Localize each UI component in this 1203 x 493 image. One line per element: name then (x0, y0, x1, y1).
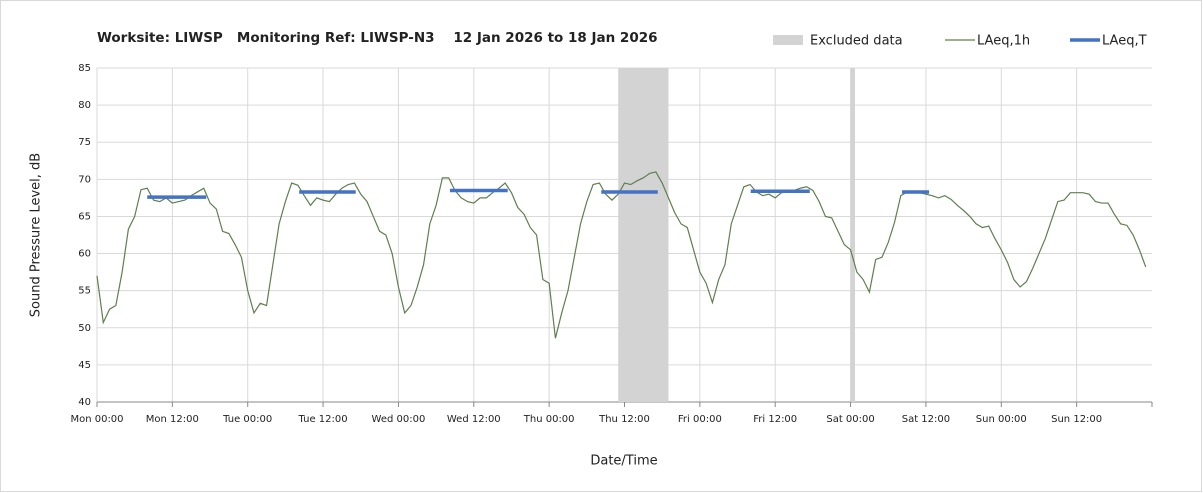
legend-swatch (773, 35, 803, 45)
legend-label: Excluded data (810, 34, 903, 49)
legend-label: LAeq,T (1102, 34, 1147, 49)
x-tick-label: Sun 12:00 (1051, 414, 1102, 425)
x-tick-label: Mon 12:00 (146, 414, 199, 425)
line-series (96, 171, 1147, 339)
y-tick-label: 55 (78, 286, 91, 297)
x-axis-label: Date/Time (590, 454, 657, 469)
y-tick-label: 60 (78, 249, 91, 260)
x-tick-label: Tue 00:00 (222, 414, 272, 425)
chart-title: Worksite: LIWSP Monitoring Ref: LIWSP-N3… (97, 30, 658, 46)
y-axis-label: Sound Pressure Level, dB (29, 153, 44, 317)
y-tick-label: 50 (78, 323, 91, 334)
x-tick-label: Sat 12:00 (902, 414, 950, 425)
y-tick-label: 75 (78, 137, 91, 148)
x-tick-label: Thu 00:00 (523, 414, 575, 425)
x-tick-label: Mon 00:00 (70, 414, 123, 425)
x-tick-label: Sun 00:00 (976, 414, 1027, 425)
x-tick-label: Fri 00:00 (678, 414, 722, 425)
y-tick-label: 85 (78, 63, 91, 74)
y-tick-label: 65 (78, 211, 91, 222)
x-tick-label: Sat 00:00 (826, 414, 874, 425)
excluded-band (850, 68, 855, 402)
y-tick-label: 80 (78, 100, 91, 111)
x-tick-label: Wed 12:00 (447, 414, 501, 425)
y-tick-label: 40 (78, 397, 91, 408)
x-tick-label: Wed 00:00 (372, 414, 426, 425)
x-tick-label: Fri 12:00 (753, 414, 797, 425)
y-tick-label: 70 (78, 174, 91, 185)
x-tick-label: Thu 12:00 (598, 414, 650, 425)
x-tick-label: Tue 12:00 (298, 414, 348, 425)
excluded-band (618, 68, 669, 402)
legend-label: LAeq,1h (977, 34, 1030, 49)
y-tick-label: 45 (78, 360, 91, 371)
